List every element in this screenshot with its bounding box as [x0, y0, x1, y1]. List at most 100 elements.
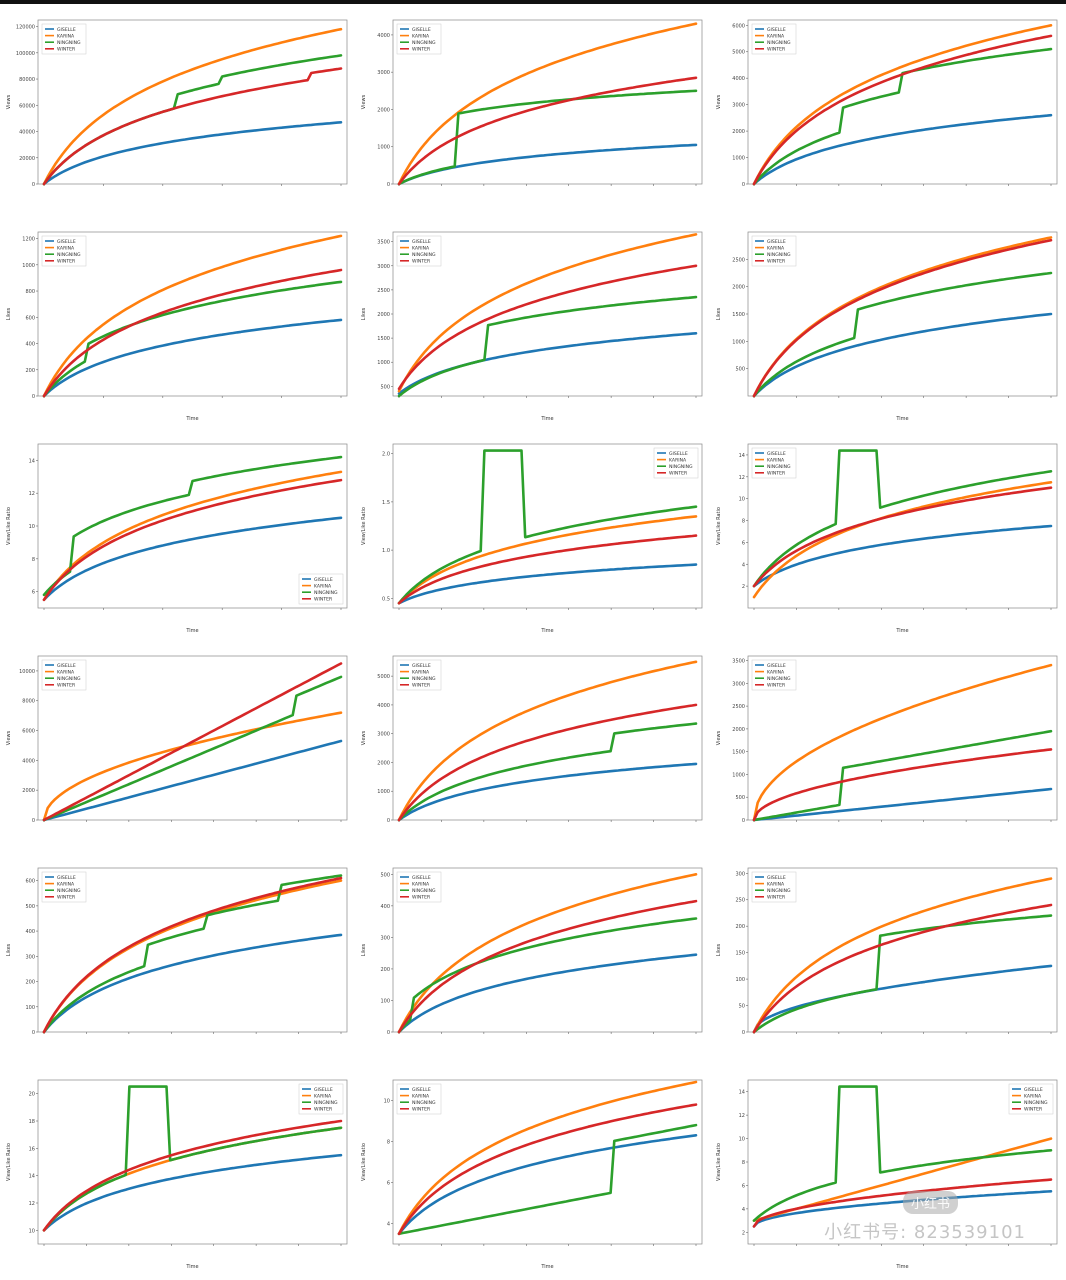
y-tick-label: 8	[742, 519, 745, 525]
legend-label: WINTER	[314, 1107, 333, 1113]
y-tick-label: 2000	[22, 788, 35, 794]
plot-frame	[747, 19, 1058, 185]
series-line-karina	[397, 22, 698, 186]
y-axis-label: View/Like Ratio	[6, 507, 12, 545]
series-line-winter	[42, 876, 343, 1034]
y-tick-label: 0	[32, 1030, 35, 1036]
legend-label: KARINA	[412, 1093, 430, 1099]
series-line-ningning	[42, 455, 343, 597]
plot-frame	[392, 1079, 703, 1245]
legend-label: KARINA	[767, 881, 785, 887]
series-line-karina	[42, 470, 343, 602]
legend-label: KARINA	[412, 881, 430, 887]
legend-label: KARINA	[767, 457, 785, 463]
series-line-karina	[397, 1080, 698, 1236]
y-tick-label: 1.0	[382, 548, 390, 554]
y-tick-label: 40000	[19, 130, 35, 136]
chart-panel: 0 50 100 150 200 250 300 Likes GISELLE KARINA NING…	[712, 854, 1066, 1066]
legend-label: GISELLE	[314, 1087, 333, 1093]
chart-panel: 0 200 400 600 800 1000 1200 Likes Time GISELLE KAR…	[2, 218, 357, 430]
chart-panel: 500 1000 1500 2000 2500 Likes Time GISELLE KARIN…	[712, 218, 1066, 430]
x-axis-label: Time	[540, 416, 553, 422]
y-axis-label: View/Like Ratio	[6, 1143, 12, 1181]
y-tick-label: 80000	[19, 77, 35, 83]
y-tick-label: 500	[380, 872, 390, 878]
series-line-giselle	[397, 953, 698, 1034]
legend-label: KARINA	[767, 33, 785, 39]
series-line-karina	[752, 24, 1053, 186]
plot-frame	[747, 443, 1058, 609]
line-chart: 0 1000 2000 3000 4000 Views GISELLEKARINANINGN…	[361, 19, 703, 188]
top-border	[0, 0, 1066, 4]
series-line-ningning	[397, 1123, 698, 1236]
x-axis-label: Time	[895, 416, 908, 422]
y-tick-label: 2500	[732, 257, 745, 263]
series-line-giselle	[42, 933, 343, 1034]
legend-label: WINTER	[767, 683, 786, 689]
legend-label: GISELLE	[669, 451, 688, 457]
series-line-giselle	[397, 143, 698, 186]
y-tick-label: 1500	[732, 750, 745, 756]
line-chart: 0 100 200 300 400 500 Likes GISELLEKARINANINGNI…	[361, 867, 703, 1036]
series-line-karina	[752, 663, 1053, 822]
plot-frame	[37, 19, 348, 185]
legend-label: KARINA	[767, 245, 785, 251]
y-axis-label: View/Like Ratio	[716, 507, 722, 545]
legend-label: WINTER	[57, 895, 76, 901]
y-tick-label: 2000	[377, 107, 390, 113]
legend-label: WINTER	[767, 259, 786, 265]
series-line-ningning	[752, 1085, 1053, 1222]
legend-label: NINGNING	[412, 888, 436, 894]
legend-label: KARINA	[57, 881, 75, 887]
legend-label: GISELLE	[767, 451, 786, 457]
y-axis-label: Likes	[6, 307, 12, 320]
y-tick-label: 300	[380, 935, 390, 941]
series-line-winter	[397, 76, 698, 186]
y-tick-label: 6000	[732, 23, 745, 29]
line-chart: 6 8 10 12 14 View/Like Ratio Time GISELLEKARINA…	[6, 443, 348, 634]
y-tick-label: 250	[735, 898, 745, 904]
y-tick-label: 12	[29, 491, 35, 497]
series-line-ningning	[752, 47, 1053, 186]
y-tick-label: 20000	[19, 156, 35, 162]
series-line-winter	[397, 534, 698, 605]
y-tick-label: 8000	[22, 699, 35, 705]
y-tick-label: 3500	[732, 659, 745, 665]
legend-label: NINGNING	[1024, 1100, 1048, 1106]
y-tick-label: 2500	[377, 288, 390, 294]
chart-grid: 0 20000 40000 60000 80000 100000 120000 Views GI…	[0, 4, 1066, 1280]
series-line-ningning	[42, 874, 343, 1034]
y-tick-label: 2000	[377, 760, 390, 766]
y-tick-label: 0	[742, 182, 745, 188]
y-axis-label: View/Like Ratio	[361, 1143, 367, 1181]
legend-label: WINTER	[767, 895, 786, 901]
series-line-karina	[752, 877, 1053, 1034]
y-tick-label: 10	[384, 1099, 390, 1105]
legend-label: WINTER	[412, 895, 431, 901]
legend-label: KARINA	[412, 245, 430, 251]
y-tick-label: 100	[735, 977, 745, 983]
y-tick-label: 300	[25, 954, 35, 960]
series-line-karina	[397, 873, 698, 1034]
y-axis-label: Views	[361, 730, 367, 745]
y-tick-label: 500	[735, 367, 745, 373]
series-line-winter	[397, 1103, 698, 1236]
y-tick-label: 10	[29, 1228, 35, 1234]
series-line-giselle	[752, 312, 1053, 398]
legend-label: NINGNING	[767, 252, 791, 258]
line-chart: 0 1000 2000 3000 4000 5000 Views GISELLEKARINAN…	[361, 655, 703, 824]
series-line-ningning	[42, 54, 343, 186]
line-chart: 2 4 6 8 10 12 14 View/Like Ratio Time GISELLEKARI…	[716, 1079, 1058, 1270]
legend-label: WINTER	[57, 259, 76, 265]
legend-label: NINGNING	[767, 888, 791, 894]
chart-panel: 0 1000 2000 3000 4000 5000 6000 Views GISELLE KAR…	[712, 6, 1066, 218]
y-tick-label: 2000	[732, 129, 745, 135]
y-tick-label: 8	[387, 1140, 390, 1146]
y-tick-label: 3000	[377, 264, 390, 270]
y-tick-label: 300	[735, 871, 745, 877]
chart-panel: 0 100 200 300 400 500 Likes GISELLE KARINA NINGNI…	[357, 854, 712, 1066]
y-tick-label: 0	[387, 1030, 390, 1036]
series-line-giselle	[397, 1134, 698, 1236]
legend-label: GISELLE	[57, 27, 76, 33]
legend-label: KARINA	[669, 457, 687, 463]
